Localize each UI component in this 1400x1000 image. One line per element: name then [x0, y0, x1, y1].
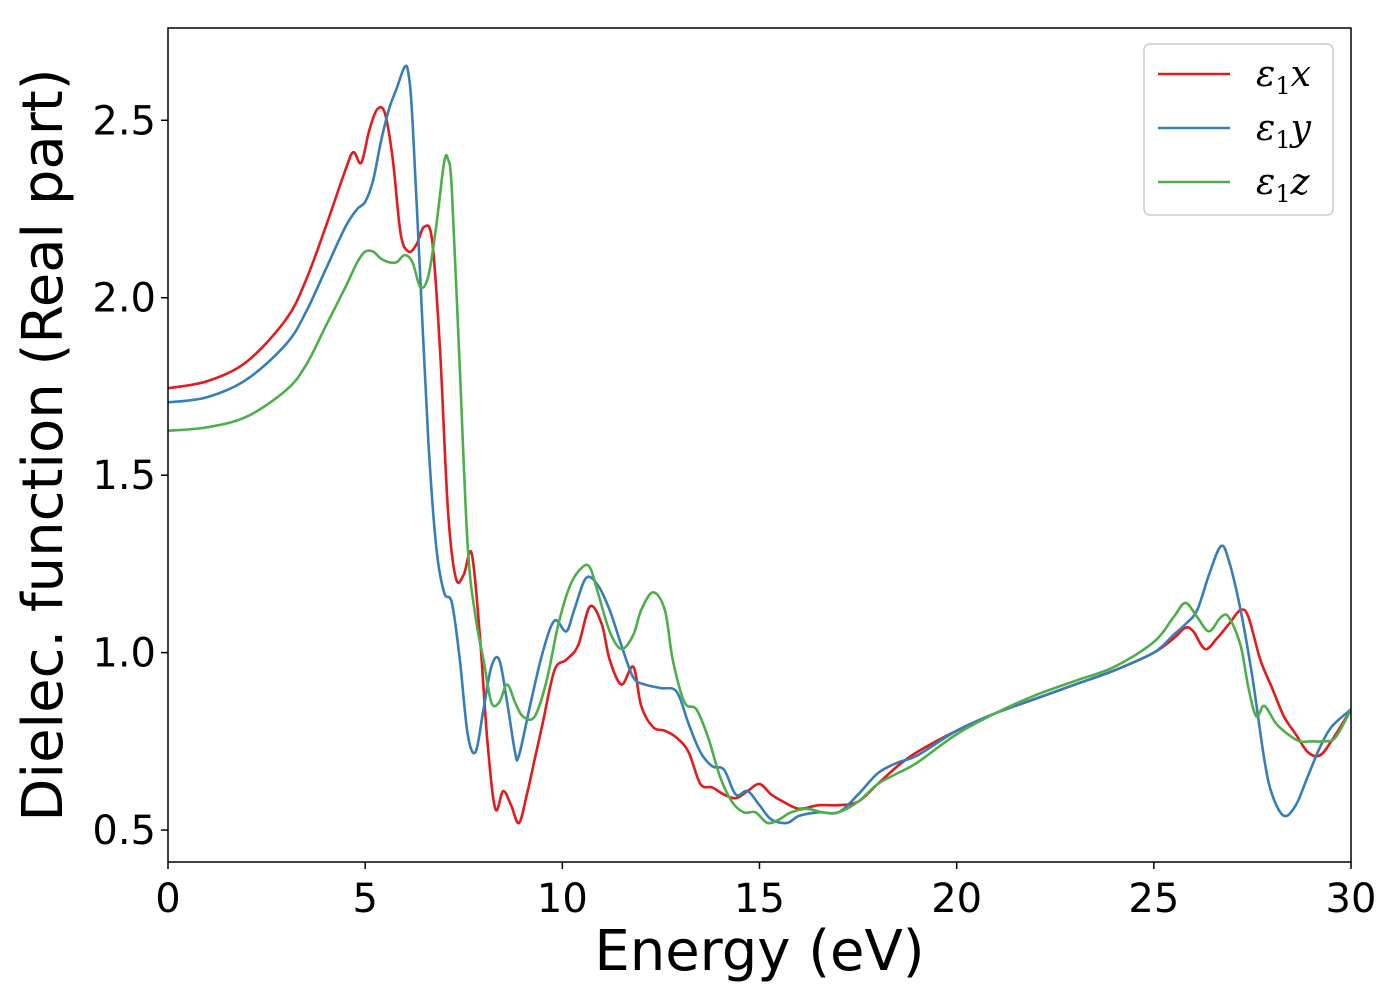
y-tick-label: 2.0 — [92, 276, 156, 322]
legend-label-z: ε1z — [1256, 162, 1311, 208]
x-tick-label: 0 — [155, 876, 180, 922]
series-line-x — [168, 105, 1351, 825]
x-tick-label: 30 — [1326, 876, 1377, 922]
legend: ε1x ε1y ε1z — [1143, 43, 1334, 216]
y-axis-title: Dielec. function (Real part) — [11, 68, 76, 821]
plot-area — [168, 64, 1351, 825]
x-tick-label: 10 — [537, 876, 588, 922]
legend-box — [1143, 43, 1334, 216]
y-tick-label: 1.5 — [92, 453, 156, 499]
y-axis: 0.5 1.0 1.5 2.0 2.5 — [92, 98, 168, 854]
series-line-z — [168, 153, 1351, 825]
y-tick-label: 2.5 — [92, 98, 156, 144]
legend-label-x: ε1x — [1256, 54, 1311, 100]
x-axis-title: Energy (eV) — [594, 919, 924, 984]
x-axis: 0 5 10 15 20 25 30 — [155, 862, 1376, 922]
x-tick-label: 25 — [1128, 876, 1179, 922]
series-layer — [168, 64, 1351, 825]
y-tick-label: 1.0 — [92, 631, 156, 677]
series-line-y — [168, 64, 1351, 825]
legend-label-y: ε1y — [1256, 108, 1312, 154]
x-tick-label: 20 — [931, 876, 982, 922]
x-tick-label: 5 — [352, 876, 377, 922]
y-tick-label: 0.5 — [92, 808, 156, 854]
x-tick-label: 15 — [734, 876, 785, 922]
